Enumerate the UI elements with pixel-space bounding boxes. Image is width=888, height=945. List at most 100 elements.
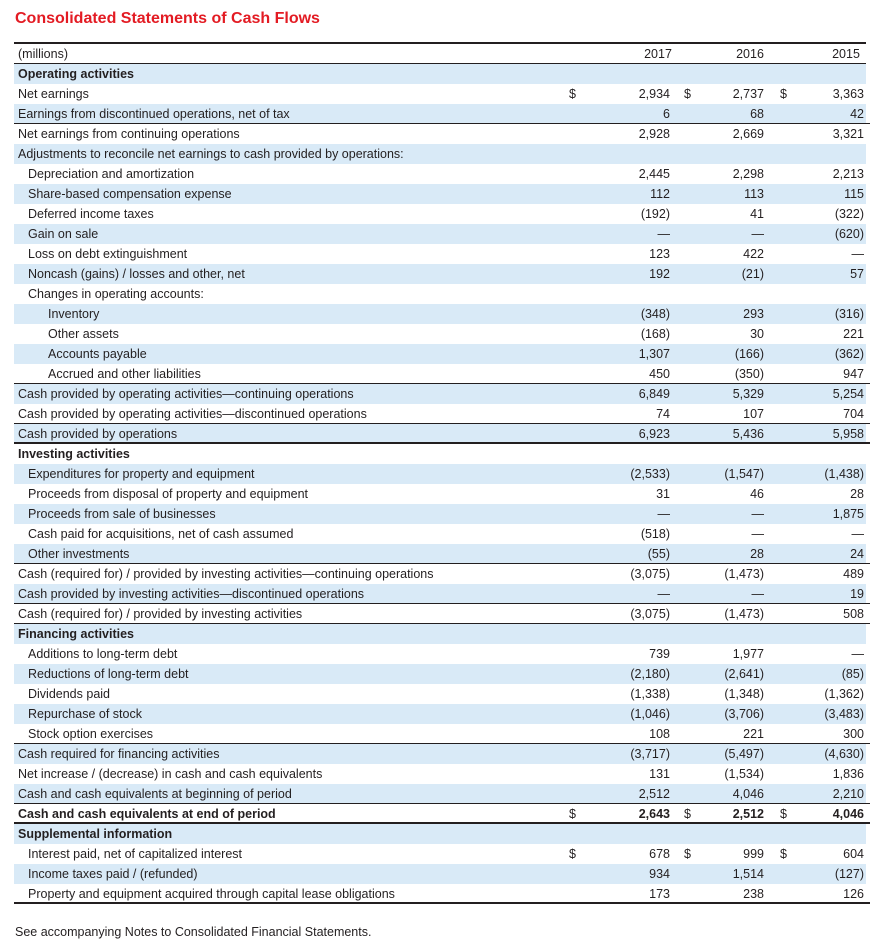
value-2016: (5,497)	[724, 747, 764, 761]
table-row: Cash provided by operating activities—di…	[14, 404, 870, 424]
value-2015: 508	[843, 607, 864, 621]
table-row: Other investments (55) 28 24	[14, 544, 870, 564]
value-2017: 934	[649, 867, 670, 881]
value-2017: (3,075)	[630, 607, 670, 621]
row-label: Cash and cash equivalents at beginning o…	[18, 787, 292, 801]
value-2017: —	[657, 227, 671, 241]
underline-rule	[690, 544, 774, 564]
value-2015: 221	[843, 327, 864, 341]
value-2017: 112	[650, 187, 670, 201]
currency-symbol: $	[569, 807, 576, 821]
value-2017: (2,533)	[630, 467, 670, 481]
underline-rule	[786, 884, 870, 904]
underline-rule	[592, 884, 676, 904]
value-2017: 31	[656, 487, 670, 501]
row-label: Deferred income taxes	[28, 207, 154, 221]
table-body: Operating activities Net earnings 2,934 2,7…	[14, 64, 870, 904]
underline-rule	[592, 784, 676, 804]
value-2016: —	[751, 227, 765, 241]
value-2016: (1,534)	[724, 767, 764, 781]
table-row: Share-based compensation expense 112 113 11…	[14, 184, 866, 204]
value-2015: 300	[843, 727, 864, 741]
row-label: Accrued and other liabilities	[48, 367, 201, 381]
value-2015: (362)	[834, 347, 864, 361]
value-2015: 19	[850, 587, 864, 601]
row-label: Noncash (gains) / losses and other, net	[28, 267, 245, 281]
currency-symbol: $	[684, 847, 691, 861]
underline-rule	[786, 424, 870, 444]
underline-rule	[786, 104, 870, 124]
row-label: Proceeds from disposal of property and e…	[28, 487, 309, 501]
value-2016: 2,737	[732, 87, 764, 101]
value-2017: 739	[649, 647, 670, 661]
table-row: Property and equipment acquired through …	[14, 884, 870, 904]
value-2016: 28	[750, 547, 764, 561]
row-label: Supplemental information	[18, 827, 173, 841]
value-2015: (85)	[841, 667, 864, 681]
underline-rule	[592, 104, 676, 124]
row-label: Net increase / (decrease) in cash and ca…	[18, 767, 323, 781]
table-row: Accounts payable 1,307 (166) (362)	[14, 344, 866, 364]
table-row: Cash provided by operations 6,923 5,436 5,9…	[14, 424, 870, 444]
table-row: Investing activities	[14, 444, 866, 464]
table-row: Depreciation and amortization 2,445 2,298 2…	[14, 164, 866, 184]
table-row: Net earnings from continuing operations 2…	[14, 124, 866, 144]
row-label: Cash provided by operating activities—di…	[18, 407, 367, 421]
value-2016: (21)	[741, 267, 764, 281]
value-2015: (1,438)	[824, 467, 864, 481]
value-2015: 704	[843, 407, 864, 421]
row-label: Income taxes paid / (refunded)	[28, 867, 198, 881]
value-2016: 30	[750, 327, 764, 341]
underline-rule	[592, 364, 676, 384]
value-2017: 1,307	[638, 347, 670, 361]
table-row: Proceeds from sale of businesses — — 1,875	[14, 504, 866, 524]
table-row: Cash and cash equivalents at beginning o…	[14, 784, 870, 804]
currency-symbol: $	[780, 807, 787, 821]
underline-rule	[786, 604, 870, 624]
value-2017: 6	[663, 107, 670, 121]
row-label: Depreciation and amortization	[28, 167, 195, 181]
row-label: Stock option exercises	[28, 727, 154, 741]
underline-rule	[786, 784, 870, 804]
currency-symbol: $	[569, 87, 576, 101]
row-label: Investing activities	[18, 447, 130, 461]
row-label: Cash provided by operating activities—co…	[18, 387, 354, 401]
value-2016: 2,512	[732, 807, 764, 821]
value-2017: 2,512	[638, 787, 670, 801]
value-2017: 6,849	[638, 387, 670, 401]
row-label: Dividends paid	[28, 687, 110, 701]
statement-title: Consolidated Statements of Cash Flows	[15, 10, 320, 27]
value-2016: 293	[743, 307, 764, 321]
table-row: Cash provided by investing activities—di…	[14, 584, 870, 604]
value-2016: (1,348)	[724, 687, 764, 701]
value-2017: 2,928	[638, 127, 670, 141]
table-row: Cash (required for) / provided by invest…	[14, 604, 870, 624]
value-2016: 238	[743, 887, 764, 901]
row-label: Financing activities	[18, 627, 135, 641]
row-label: Net earnings from continuing operations	[18, 127, 240, 141]
row-label: Share-based compensation expense	[28, 187, 232, 201]
value-2015: (322)	[834, 207, 864, 221]
row-label: Cash paid for acquisitions, net of cash …	[28, 527, 294, 541]
table-row: Gain on sale — — (620)	[14, 224, 866, 244]
table-row: Reductions of long-term debt (2,180) (2,64…	[14, 664, 866, 684]
value-2017: 123	[649, 247, 670, 261]
currency-symbol: $	[684, 807, 691, 821]
row-label: Cash provided by operations	[18, 427, 178, 441]
table-row: Net increase / (decrease) in cash and ca…	[14, 764, 866, 784]
underline-rule	[690, 884, 774, 904]
value-2016: (350)	[734, 367, 764, 381]
table-row: Income taxes paid / (refunded) 934 1,514 (1…	[14, 864, 866, 884]
value-2016: 422	[743, 247, 764, 261]
row-label: Cash (required for) / provided by invest…	[18, 567, 434, 581]
value-2016: 1,514	[732, 867, 764, 881]
value-2016: —	[751, 507, 765, 521]
row-label: Proceeds from sale of businesses	[28, 507, 216, 521]
value-2015: 24	[850, 547, 864, 561]
row-label: Expenditures for property and equipment	[28, 467, 255, 481]
currency-symbol: $	[780, 87, 787, 101]
value-2016: 107	[743, 407, 764, 421]
row-label: Gain on sale	[28, 227, 99, 241]
value-2016: 1,977	[732, 647, 764, 661]
table-row: Loss on debt extinguishment 123 422 —	[14, 244, 866, 264]
